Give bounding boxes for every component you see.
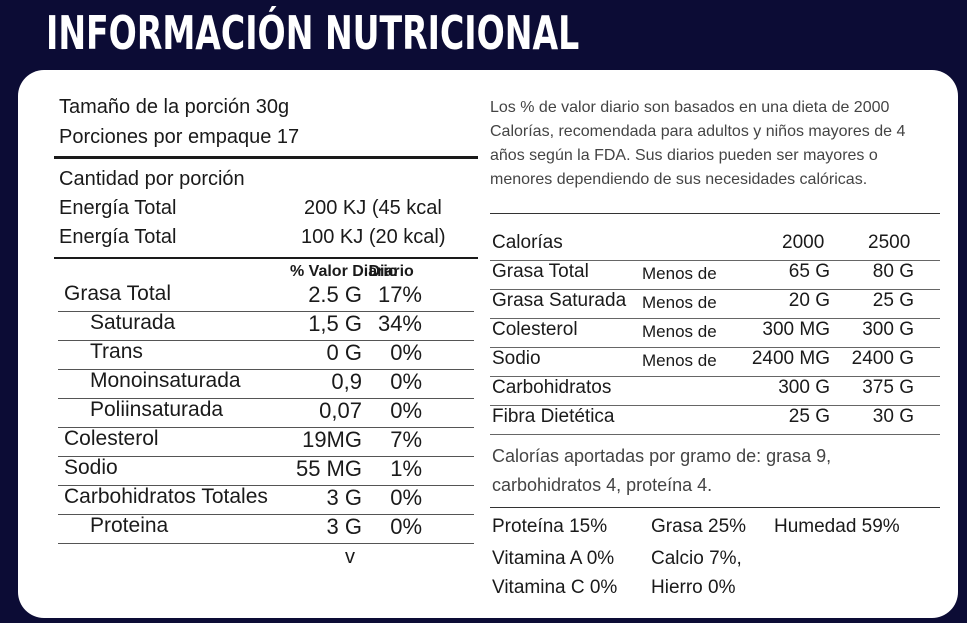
nutrient-percent: 34% <box>377 311 422 336</box>
composition-hierro: Hierro 0% <box>651 577 736 598</box>
ref-row-col2: 25 G <box>872 290 914 311</box>
ref-row-col1: 300 MG <box>762 319 830 340</box>
composition-vitamina-c: Vitamina C 0% <box>492 577 618 598</box>
composition-grasa: Grasa 25% <box>651 516 747 537</box>
row-divider <box>58 514 474 515</box>
composition-vitamina-a: Vitamina A 0% <box>492 548 615 569</box>
ref-row-label: Carbohidratos <box>492 377 612 398</box>
nutrient-percent: 17% <box>377 282 422 307</box>
nutrient-label: Poliinsaturada <box>90 398 224 421</box>
nutrient-percent: 0% <box>390 398 422 423</box>
nutrient-amount: 2.5 G <box>308 282 362 307</box>
row-divider <box>58 485 474 486</box>
ref-row-divider <box>490 376 940 377</box>
ref-row-label: Grasa Saturada <box>492 290 627 311</box>
footer-mark: v <box>345 546 355 568</box>
page-title: INFORMACIÓN NUTRICIONAL <box>46 6 580 60</box>
ref-row-divider <box>490 289 940 290</box>
composition-divider <box>490 507 940 508</box>
ref-row-col2: 30 G <box>872 406 914 427</box>
nutrient-percent: 0% <box>390 369 422 394</box>
ref-header-label: Calorías <box>492 232 563 253</box>
calories-per-gram: Calorías aportadas por gramo de: grasa 9… <box>492 442 831 500</box>
nutrient-label: Carbohidratos Totales <box>64 485 268 508</box>
nutrient-percent: 1% <box>390 456 422 481</box>
note-line: menores dependiendo de sus necesidades c… <box>490 171 868 188</box>
nutrient-percent: 0% <box>390 485 422 510</box>
amount-header: Cantidad por porción <box>59 168 245 190</box>
nutrient-percent: 7% <box>390 427 422 452</box>
nutrient-amount: 1,5 G <box>308 311 362 336</box>
serving-size: Tamaño de la porción 30g <box>59 96 290 118</box>
ref-row-qualifier: Menos de <box>642 293 717 312</box>
thick-divider <box>54 156 478 159</box>
energy-label-2: Energía Total <box>59 226 177 248</box>
nutrient-label: Colesterol <box>64 427 159 450</box>
ref-row-col2: 2400 G <box>851 348 914 369</box>
ref-row-col1: 300 G <box>778 377 830 398</box>
energy-label-1: Energía Total <box>59 197 177 219</box>
energy-value-1: 200 KJ (45 kcal <box>304 197 442 219</box>
nutrient-amount: 0,07 <box>319 398 362 423</box>
energy-divider <box>54 257 478 259</box>
ref-header-col2: 2500 <box>868 232 911 253</box>
nutrient-amount: 0,9 <box>331 369 362 394</box>
nutrient-label: Sodio <box>64 456 118 479</box>
ref-row-col1: 25 G <box>788 406 830 427</box>
row-divider <box>58 369 474 370</box>
ref-row-col2: 80 G <box>872 261 914 282</box>
row-divider <box>58 340 474 341</box>
nutrition-card: Tamaño de la porción 30g Porciones por e… <box>18 70 958 618</box>
nutrient-amount: 0 G <box>326 340 362 365</box>
nutrient-amount: 3 G <box>326 485 362 510</box>
nutrient-label: Monoinsaturada <box>90 369 241 392</box>
ref-row-label: Colesterol <box>492 319 578 340</box>
ref-row-label: Fibra Dietética <box>492 406 615 427</box>
ref-row-qualifier: Menos de <box>642 322 717 341</box>
ref-row-col2: 300 G <box>862 319 914 340</box>
ref-row-col1: 65 G <box>788 261 830 282</box>
ref-row-col2: 375 G <box>862 377 914 398</box>
composition-calcio: Calcio 7%, <box>651 548 742 569</box>
ref-row-qualifier: Menos de <box>642 264 717 283</box>
ref-row-col1: 20 G <box>788 290 830 311</box>
daily-value-header-suffix: Diario <box>364 263 414 280</box>
ref-row-divider <box>490 318 940 319</box>
row-divider <box>58 398 474 399</box>
row-divider <box>58 311 474 312</box>
nutrient-amount: 19MG <box>302 427 362 452</box>
cal-line: carbohidratos 4, proteína 4. <box>492 475 713 495</box>
ref-row-col1: 2400 MG <box>751 348 830 369</box>
ref-header-col1: 2000 <box>782 232 825 253</box>
composition-proteina: Proteína 15% <box>492 516 608 537</box>
row-divider <box>58 543 474 544</box>
ref-row-divider <box>490 405 940 406</box>
cal-line: Calorías aportadas por gramo de: grasa 9… <box>492 446 832 466</box>
nutrient-percent: 0% <box>390 514 422 539</box>
servings-per-package: Porciones por empaque 17 <box>59 126 300 148</box>
note-line: Los % de valor diario son basados en una… <box>490 99 890 116</box>
energy-value-2: 100 KJ (20 kcal) <box>301 226 446 248</box>
nutrient-label: Trans <box>90 340 143 363</box>
note-line: Calorías, recomendada para adultos y niñ… <box>490 123 906 140</box>
nutrient-percent: 0% <box>390 340 422 365</box>
row-divider <box>58 427 474 428</box>
reference-top-divider <box>490 213 940 214</box>
nutrient-label: Saturada <box>90 311 176 334</box>
row-divider <box>58 456 474 457</box>
ref-row-divider <box>490 434 940 435</box>
ref-row-divider <box>490 347 940 348</box>
composition-humedad: Humedad 59% <box>774 516 900 537</box>
nutrient-label: Proteina <box>90 514 169 537</box>
daily-value-note: Los % de valor diario son basados en una… <box>490 96 905 192</box>
ref-row-divider <box>490 260 940 261</box>
ref-row-label: Grasa Total <box>492 261 589 282</box>
ref-row-label: Sodio <box>492 348 541 369</box>
nutrient-amount: 55 MG <box>295 456 362 481</box>
daily-value-header: % Valor Diario <box>290 263 398 280</box>
nutrient-amount: 3 G <box>326 514 362 539</box>
ref-row-qualifier: Menos de <box>642 351 717 370</box>
note-line: años según la FDA. Sus diarios pueden se… <box>490 147 878 164</box>
nutrient-label: Grasa Total <box>64 282 171 305</box>
